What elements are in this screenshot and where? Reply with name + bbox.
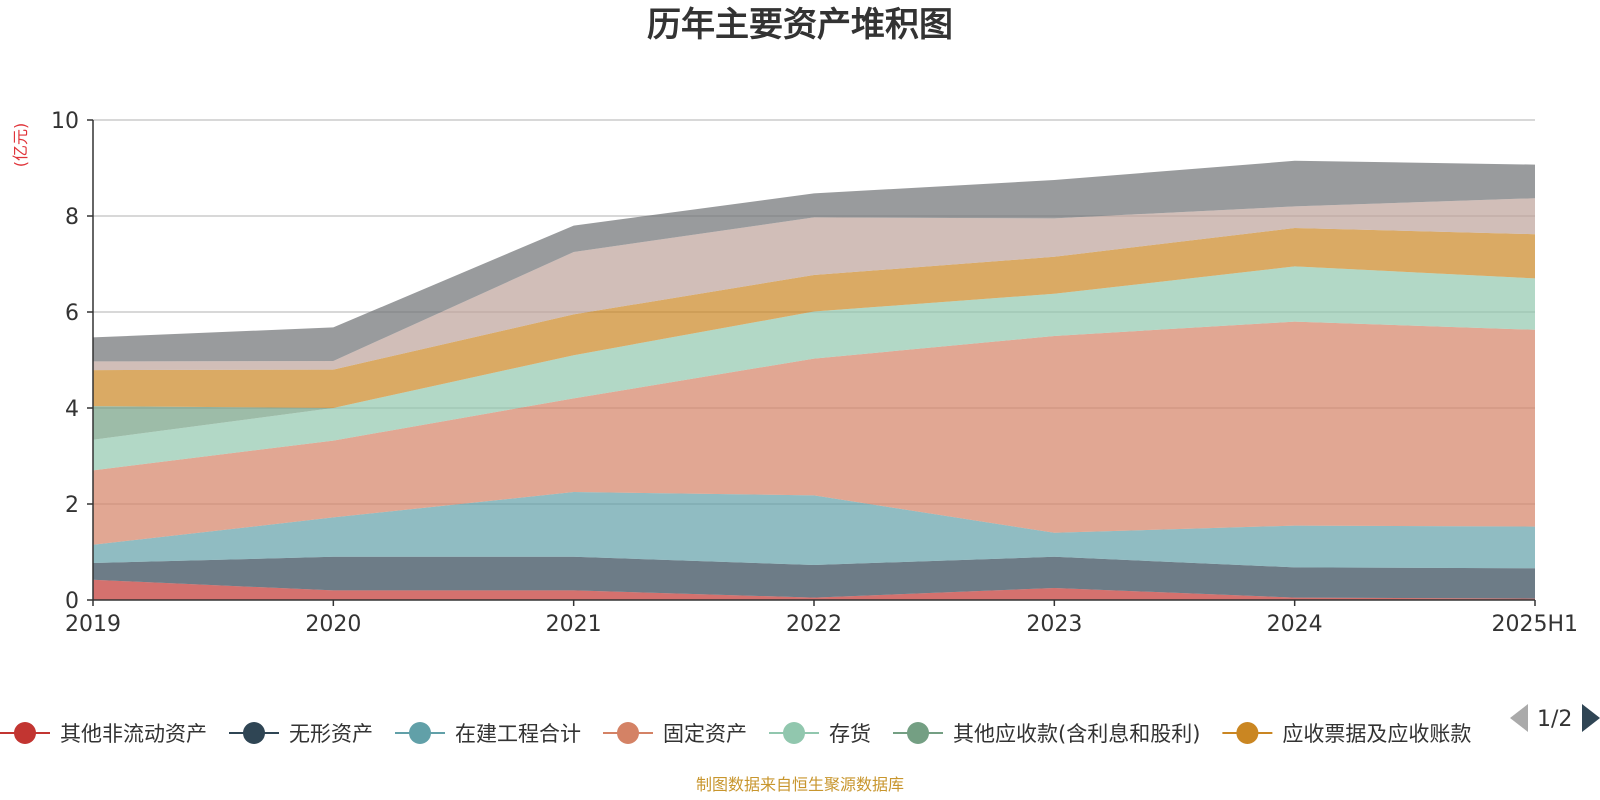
area-series-7 (93, 198, 1535, 371)
triangle-left-icon[interactable] (1510, 704, 1528, 732)
x-tick-label: 2020 (305, 612, 361, 637)
legend-label: 其他非流动资产 (60, 722, 207, 746)
legend-item[interactable]: 在建工程合计 (395, 722, 581, 746)
x-tick-label: 2025H1 (1491, 612, 1578, 637)
legend-page-indicator: 1/2 (1537, 707, 1572, 732)
y-tick-label: 10 (51, 109, 79, 134)
legend-item[interactable]: 无形资产 (229, 722, 373, 746)
x-tick-labels: 2019 2020 2021 2022 2023 2024 2025H1 (65, 600, 1578, 637)
legend-label: 应收票据及应收账款 (1282, 722, 1471, 746)
legend-item[interactable]: 固定资产 (603, 722, 747, 746)
legend: 其他非流动资产 无形资产 在建工程合计 固定资产 存货 其他应收款(含利息和股利) 应收票据… (0, 722, 1471, 746)
legend-marker (783, 722, 805, 744)
area-series-1 (93, 556, 1535, 599)
legend-pager: 1/2 (1510, 704, 1600, 732)
x-tick-label: 2019 (65, 612, 121, 637)
legend-label: 存货 (829, 722, 871, 746)
legend-item[interactable]: 应收票据及应收账款 (1222, 722, 1471, 746)
chart-title: 历年主要资产堆积图 (647, 5, 953, 45)
legend-label: 在建工程合计 (455, 722, 581, 746)
y-tick-label: 4 (65, 397, 79, 422)
y-tick-label: 6 (65, 301, 79, 326)
legend-item[interactable]: 其他应收款(含利息和股利) (893, 722, 1200, 746)
legend-items: 其他非流动资产 无形资产 在建工程合计 固定资产 存货 其他应收款(含利息和股利) 应收票据… (0, 722, 1471, 746)
area-series-layer (93, 160, 1535, 600)
y-axis-label: (亿元) (11, 123, 30, 168)
y-tick-labels: 0 2 4 6 8 10 (51, 109, 93, 614)
area-series-4 (93, 266, 1535, 471)
legend-marker (14, 722, 36, 744)
legend-label: 固定资产 (663, 722, 747, 746)
area-series-0 (93, 579, 1535, 600)
legend-label: 无形资产 (289, 722, 373, 746)
y-tick-label: 0 (65, 589, 79, 614)
area-series-8 (93, 160, 1535, 362)
triangle-right-icon[interactable] (1582, 704, 1600, 732)
legend-marker (409, 722, 431, 744)
legend-item[interactable]: 存货 (769, 722, 871, 746)
x-tick-label: 2023 (1026, 612, 1082, 637)
area-series-2 (93, 492, 1535, 569)
x-tick-label: 2024 (1267, 612, 1323, 637)
legend-item[interactable]: 其他非流动资产 (0, 722, 207, 746)
area-series-3 (93, 321, 1535, 545)
x-tick-label: 2021 (546, 612, 602, 637)
y-tick-label: 2 (65, 493, 79, 518)
x-tick-label: 2022 (786, 612, 842, 637)
area-series-6 (93, 228, 1535, 408)
legend-marker (243, 722, 265, 744)
legend-marker (617, 722, 639, 744)
source-note: 制图数据来自恒生聚源数据库 (696, 775, 904, 794)
legend-marker (907, 722, 929, 744)
legend-marker (1236, 722, 1259, 744)
legend-label: 其他应收款(含利息和股利) (953, 722, 1200, 746)
y-tick-label: 8 (65, 205, 79, 230)
